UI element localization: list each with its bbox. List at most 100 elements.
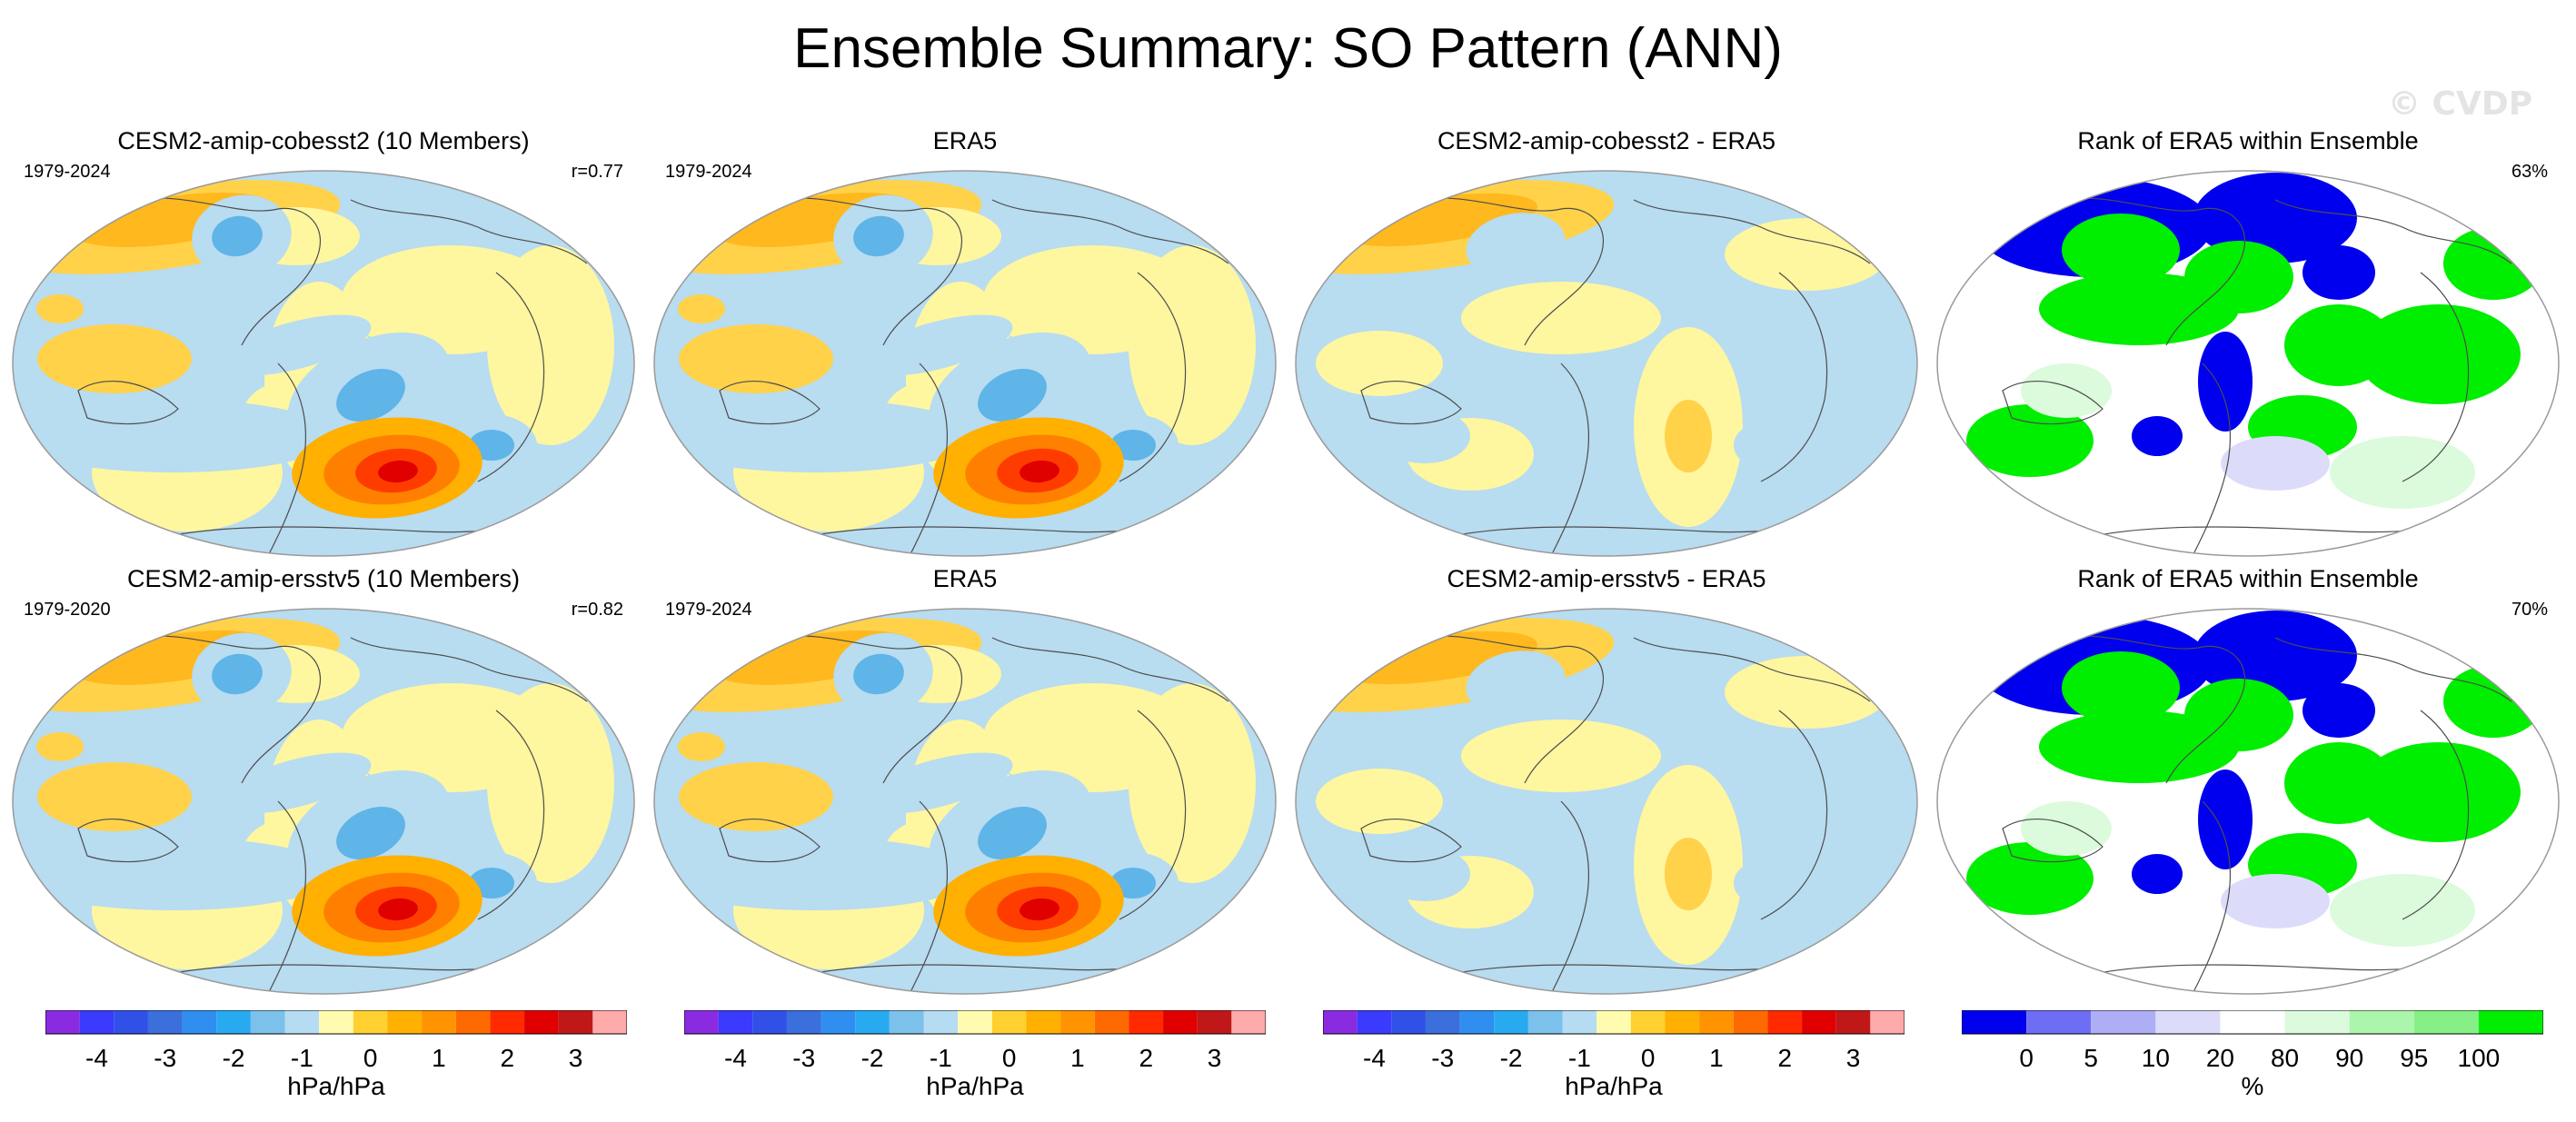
colorbar-swatch-12 bbox=[455, 1010, 491, 1034]
coastline-0 bbox=[132, 197, 321, 346]
colorbar-swatch-0 bbox=[684, 1010, 719, 1034]
map-contour-4 bbox=[36, 294, 84, 323]
colorbar-tick-label: 2 bbox=[1139, 1044, 1153, 1072]
colorbar-tick-label: 0 bbox=[1002, 1044, 1017, 1072]
colorbar-tick-label: 3 bbox=[1208, 1044, 1222, 1072]
colorbar-tick-label: 1 bbox=[1709, 1044, 1724, 1072]
coastline-0 bbox=[773, 635, 962, 784]
colorbar-swatch-10 bbox=[1026, 1010, 1061, 1034]
map-contour-12 bbox=[862, 752, 1013, 814]
map-contour-11 bbox=[2443, 227, 2543, 300]
map-field bbox=[654, 171, 1276, 556]
colorbar-unit: hPa/hPa bbox=[287, 1072, 385, 1100]
panel-cobesst2-rank: Rank of ERA5 within Ensemble 63% bbox=[1930, 127, 2566, 563]
colorbar-swatch-2 bbox=[114, 1010, 148, 1034]
map-contour-14 bbox=[978, 368, 1047, 422]
map-contour-7 bbox=[2357, 742, 2521, 842]
colorbar-pattern-2: -4-3-2-101234 hPa/hPa bbox=[684, 1010, 1266, 1110]
map-contour-12 bbox=[221, 314, 372, 376]
map-contour-21 bbox=[378, 898, 418, 921]
map-contour-2 bbox=[2302, 245, 2375, 300]
cvdp-watermark: © CVDP bbox=[2388, 85, 2533, 123]
map-contour-9 bbox=[1129, 245, 1256, 445]
coastline-4 bbox=[2002, 819, 2104, 863]
panel-period: 1979-2020 bbox=[24, 600, 111, 620]
colorbar-swatch-1 bbox=[79, 1010, 114, 1034]
coastline-3 bbox=[2402, 710, 2470, 920]
map-contour-10 bbox=[1734, 861, 1788, 905]
colorbar-swatch-4 bbox=[1459, 1010, 1495, 1034]
map-contour-4 bbox=[36, 732, 84, 761]
map-contour-2 bbox=[2302, 683, 2375, 738]
colorbar-swatch-0 bbox=[1323, 1010, 1358, 1034]
colorbar-tick-label: -3 bbox=[792, 1044, 815, 1072]
map-border bbox=[653, 608, 1277, 995]
colorbar-swatch-8 bbox=[319, 1010, 353, 1034]
map-contour-2 bbox=[1316, 331, 1443, 396]
colorbar-swatch-4 bbox=[821, 1010, 856, 1034]
colorbar-swatch-11 bbox=[422, 1010, 456, 1034]
colorbar-swatch-0 bbox=[45, 1010, 80, 1034]
colorbar-pattern-1: -4-3-2-101234 hPa/hPa bbox=[45, 1010, 627, 1110]
colorbar-tick-label: 1 bbox=[432, 1044, 446, 1072]
colorbar-swatch-8 bbox=[1596, 1010, 1631, 1034]
coastline-0 bbox=[773, 197, 962, 346]
map-contour-1 bbox=[2193, 611, 2357, 701]
panel-correlation: r=0.77 bbox=[571, 162, 623, 182]
map-contour-21 bbox=[1019, 898, 1059, 921]
colorbar-swatch-3 bbox=[786, 1010, 821, 1034]
coastline-1 bbox=[2274, 199, 2512, 264]
coastline-2 bbox=[910, 362, 948, 555]
colorbar-swatch-6 bbox=[1527, 1010, 1563, 1034]
colorbar-frame bbox=[684, 1010, 1266, 1035]
colorbar-unit: % bbox=[2241, 1072, 2264, 1100]
panel-ersstv5-difference: CESM2-amip-ersstv5 - ERA5 bbox=[1288, 565, 1925, 1001]
map-contour-3 bbox=[2198, 770, 2253, 869]
map-field bbox=[13, 171, 634, 556]
coastline-4 bbox=[719, 381, 821, 425]
colorbar-tick-label: 2 bbox=[1777, 1044, 1792, 1072]
panel-era5-pattern: ERA5 1979-2024 bbox=[647, 127, 1283, 563]
coastline-3 bbox=[477, 710, 545, 920]
colorbar-graphic: -4-3-2-101234 bbox=[1323, 1010, 1905, 1072]
panel-correlation: r=0.82 bbox=[571, 600, 623, 620]
colorbar-swatch-7 bbox=[284, 1010, 320, 1034]
colorbar-graphic: 0 5 10 20 80 90 95 100 bbox=[1962, 1010, 2543, 1072]
colorbar-swatch-6 bbox=[2349, 1010, 2414, 1034]
map-contour-12 bbox=[862, 314, 1013, 376]
colorbar-tick-label: -4 bbox=[1363, 1044, 1386, 1072]
colorbar-tick-label: 90 bbox=[2335, 1044, 2363, 1072]
colorbar-swatch-2 bbox=[752, 1010, 787, 1034]
map-contour-3 bbox=[679, 324, 833, 393]
coastline-3 bbox=[1760, 272, 1828, 482]
map-contour-13 bbox=[2330, 874, 2475, 947]
colorbar-swatch-15 bbox=[1197, 1010, 1232, 1034]
map-contour-15 bbox=[2221, 436, 2330, 491]
panel-title: CESM2-amip-cobesst2 - ERA5 bbox=[1437, 127, 1776, 154]
panel-percent: 70% bbox=[2511, 600, 2548, 620]
coastline-1 bbox=[991, 199, 1229, 264]
colorbar-unit: hPa/hPa bbox=[926, 1072, 1024, 1100]
colorbar-tick-label: 1 bbox=[1070, 1044, 1085, 1072]
colorbar-frame bbox=[1962, 1010, 2543, 1035]
colorbar-swatch-12 bbox=[1733, 1010, 1768, 1034]
map-contour-21 bbox=[378, 460, 418, 483]
map-contour-14 bbox=[978, 806, 1047, 860]
map-contour-10 bbox=[2184, 241, 2293, 313]
map-2 bbox=[1295, 170, 1918, 557]
coastline-2 bbox=[1551, 800, 1589, 993]
colorbar-tick-label: -2 bbox=[1500, 1044, 1523, 1072]
colorbar-tick-label: 0 bbox=[2019, 1044, 2034, 1072]
colorbar-graphic: -4-3-2-101234 bbox=[45, 1010, 627, 1072]
colorbar-tick-label: -2 bbox=[861, 1044, 884, 1072]
map-1 bbox=[653, 170, 1277, 557]
colorbar-swatch-11 bbox=[1060, 1010, 1095, 1034]
map-field bbox=[1296, 609, 1917, 994]
map-contour-11 bbox=[212, 653, 263, 695]
map-contour-14 bbox=[336, 368, 405, 422]
map-contour-15 bbox=[654, 838, 979, 910]
map-field bbox=[1937, 609, 2559, 994]
colorbar-swatch-4 bbox=[182, 1010, 217, 1034]
panel-ersstv5-rank: Rank of ERA5 within Ensemble 70% bbox=[1930, 565, 2566, 1001]
